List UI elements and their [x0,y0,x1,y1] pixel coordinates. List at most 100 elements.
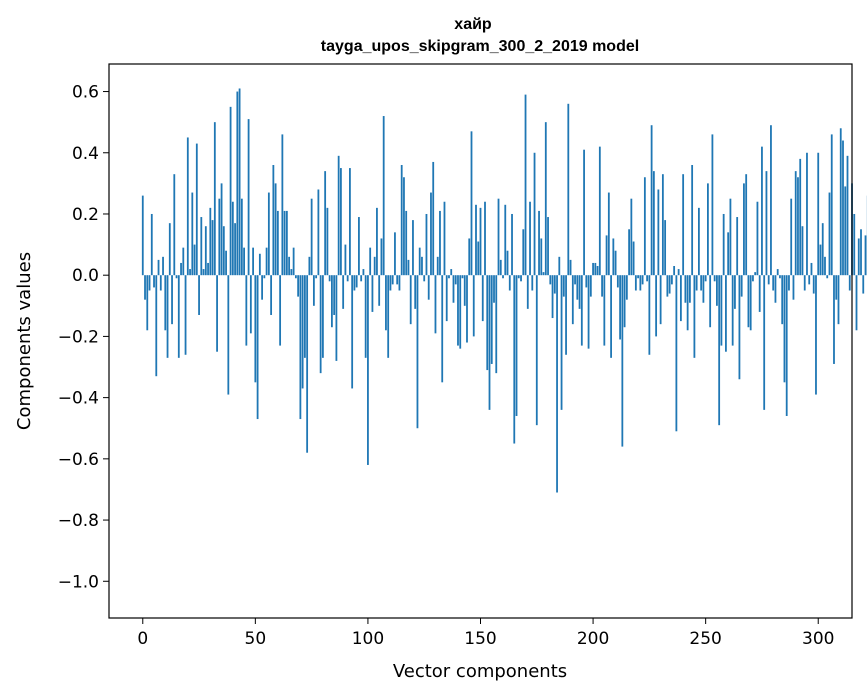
bar [734,275,736,309]
bar [679,275,682,322]
bar [493,275,495,303]
bar [542,272,545,276]
bar [308,256,311,276]
bar [711,134,714,276]
bar [553,275,556,294]
bar [745,174,748,276]
x-tick-label: 200 [577,629,609,649]
bar [857,238,860,276]
bar [261,275,264,300]
bar [664,220,667,276]
bar [531,275,534,291]
bar [704,275,707,282]
bar [855,275,858,331]
bar [425,213,428,276]
bar [806,152,808,276]
bar [835,275,838,300]
bar [220,183,223,276]
bar [452,275,455,303]
bar [457,275,459,346]
bar [180,262,182,276]
bar [833,275,835,364]
bar [346,275,349,282]
bar [639,275,642,291]
y-tick-label: 0.6 [72,83,99,103]
bar [725,275,727,352]
bar [862,275,865,294]
bar [756,201,759,276]
bar [202,269,205,276]
bar [808,275,811,285]
bar [538,210,540,276]
bar [547,217,549,276]
bar [405,210,408,276]
bar [716,275,718,306]
bar [195,143,198,276]
bar [448,275,450,279]
bar [675,275,678,432]
bar [416,275,419,429]
bar [382,116,385,276]
bar [283,210,286,276]
bar [607,192,610,276]
bar [412,220,414,276]
bar [758,275,761,312]
bar-series [141,88,867,493]
y-tick-label: −0.4 [58,389,99,409]
x-tick-label: 250 [689,629,721,649]
bar [646,275,649,282]
bar [299,275,302,420]
bar [204,226,207,276]
bar [254,275,257,383]
bar [258,253,261,276]
bar [321,275,324,358]
bar [761,146,763,276]
bar [189,269,191,276]
bar [481,275,484,322]
bar [824,256,826,276]
bar [274,183,277,276]
bar [592,262,594,276]
bar [164,275,167,331]
y-tick-label: −0.6 [58,450,99,470]
bar [628,229,631,276]
bar [394,232,396,276]
bar [488,275,491,410]
bar [839,128,842,276]
bar [385,275,387,331]
bar [472,275,475,337]
bar [661,174,664,276]
bar [526,275,529,309]
bar [700,275,703,291]
bar [285,210,288,276]
bar [688,275,691,303]
bar [801,226,804,276]
bar [166,275,169,358]
bar [580,275,583,346]
y-tick-label: 0.4 [72,144,99,164]
bar [571,275,574,325]
bar [267,192,270,276]
bar [468,238,471,276]
bar [565,275,567,355]
bar [812,275,815,294]
bar [544,122,547,276]
bar [209,207,212,276]
bar [846,155,849,276]
bar [803,275,806,291]
bar [247,119,250,276]
bar [236,91,239,276]
bar [810,262,813,276]
bar [171,275,173,325]
bar [569,259,572,276]
bar [529,201,531,276]
bar [263,275,266,279]
bar [430,192,432,276]
bar [290,269,293,276]
x-tick-label: 50 [245,629,267,649]
bar [463,275,466,306]
bar [238,88,241,276]
bar [693,275,696,358]
bar [319,275,322,374]
bar [736,217,739,276]
